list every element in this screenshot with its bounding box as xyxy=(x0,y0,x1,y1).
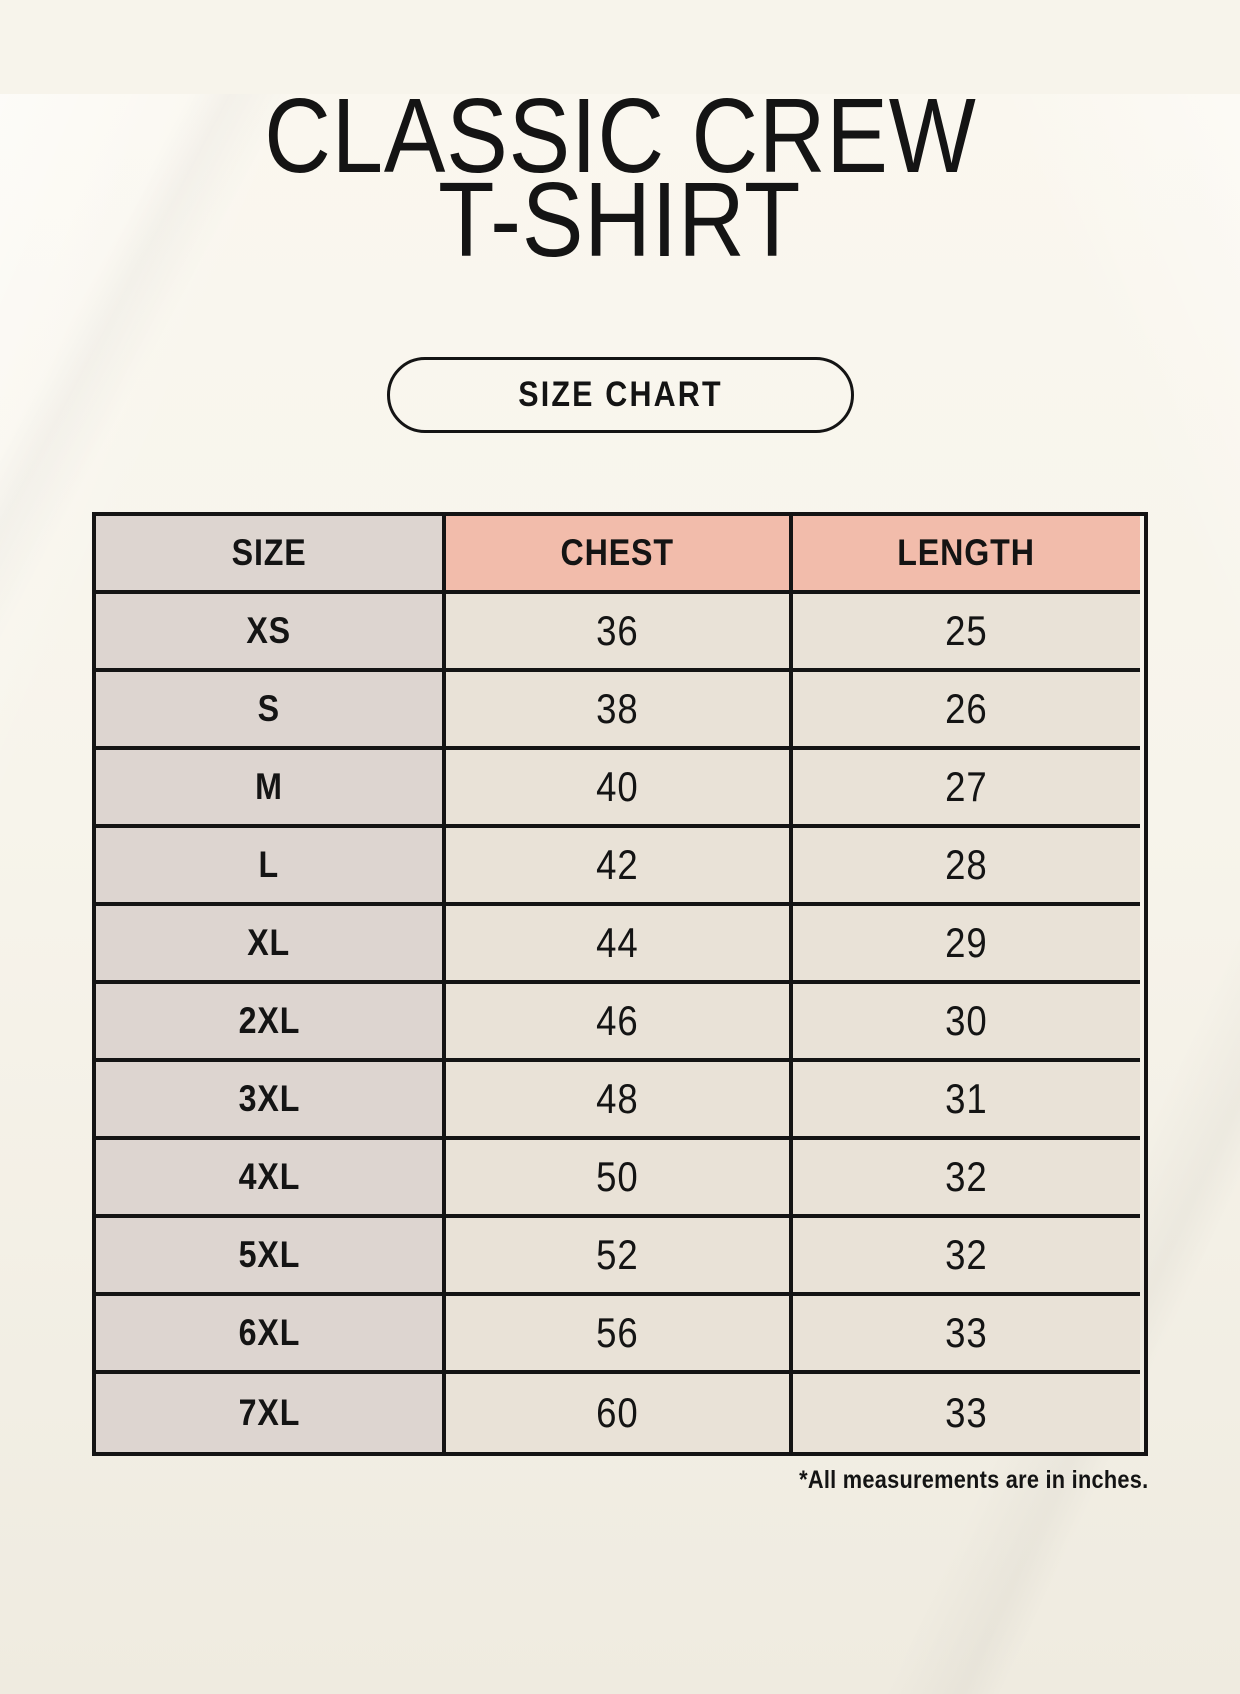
size-cell: 5XL xyxy=(96,1218,446,1296)
length-value: 30 xyxy=(945,997,988,1044)
size-column-header-label: SIZE xyxy=(231,532,307,573)
chest-cell: 60 xyxy=(446,1374,793,1452)
length-value: 25 xyxy=(945,607,988,654)
size-cell: S xyxy=(96,672,446,750)
length-cell: 26 xyxy=(793,672,1140,750)
size-label: M xyxy=(255,766,283,807)
size-table-grid: SIZE CHEST LENGTH XS 36 25 S 38 26 M 40 … xyxy=(96,516,1144,1452)
size-cell: XL xyxy=(96,906,446,984)
size-label: 3XL xyxy=(238,1078,300,1119)
size-label: 4XL xyxy=(238,1156,300,1197)
size-label: L xyxy=(258,844,280,885)
chest-value: 44 xyxy=(596,919,639,966)
length-cell: 30 xyxy=(793,984,1140,1062)
length-value: 33 xyxy=(945,1309,988,1356)
chest-value: 60 xyxy=(596,1389,639,1436)
chest-cell: 50 xyxy=(446,1140,793,1218)
length-value: 32 xyxy=(945,1153,988,1200)
chest-cell: 36 xyxy=(446,594,793,672)
size-cell: 3XL xyxy=(96,1062,446,1140)
chest-cell: 56 xyxy=(446,1296,793,1374)
measurements-note-text: *All measurements are in inches. xyxy=(798,1466,1148,1494)
product-title: CLASSIC CREW T-SHIRT xyxy=(0,77,1240,279)
size-chart-sheet: CLASSIC CREW T-SHIRT SIZE CHART SIZE CHE… xyxy=(0,77,1240,1495)
chest-cell: 40 xyxy=(446,750,793,828)
chest-value: 46 xyxy=(596,997,639,1044)
length-cell: 28 xyxy=(793,828,1140,906)
length-cell: 32 xyxy=(793,1140,1140,1218)
size-label: S xyxy=(257,688,281,729)
length-cell: 27 xyxy=(793,750,1140,828)
chest-value: 36 xyxy=(596,607,639,654)
size-column-header: SIZE xyxy=(96,516,446,594)
length-value: 32 xyxy=(945,1231,988,1278)
product-title-line2: T-SHIRT xyxy=(438,161,802,279)
size-label: 5XL xyxy=(238,1234,300,1275)
size-cell: 7XL xyxy=(96,1374,446,1452)
chest-column-header-label: CHEST xyxy=(560,532,675,573)
length-value: 31 xyxy=(945,1075,988,1122)
length-value: 33 xyxy=(945,1389,988,1436)
product-title-line1: CLASSIC CREW xyxy=(263,77,977,195)
size-label: 6XL xyxy=(238,1312,300,1353)
chest-value: 40 xyxy=(596,763,639,810)
chest-cell: 38 xyxy=(446,672,793,750)
size-cell: XS xyxy=(96,594,446,672)
size-cell: L xyxy=(96,828,446,906)
size-cell: 6XL xyxy=(96,1296,446,1374)
length-cell: 33 xyxy=(793,1296,1140,1374)
chest-cell: 52 xyxy=(446,1218,793,1296)
size-label: XL xyxy=(247,922,291,963)
size-cell: 2XL xyxy=(96,984,446,1062)
size-chart-badge-label: SIZE CHART xyxy=(517,375,723,414)
chest-value: 42 xyxy=(596,841,639,888)
chest-cell: 48 xyxy=(446,1062,793,1140)
chest-cell: 46 xyxy=(446,984,793,1062)
size-label: 7XL xyxy=(238,1392,300,1433)
length-cell: 32 xyxy=(793,1218,1140,1296)
length-cell: 33 xyxy=(793,1374,1140,1452)
chest-value: 56 xyxy=(596,1309,639,1356)
chest-value: 50 xyxy=(596,1153,639,1200)
size-label: XS xyxy=(246,610,292,651)
chest-cell: 42 xyxy=(446,828,793,906)
chest-column-header: CHEST xyxy=(446,516,793,594)
chest-value: 52 xyxy=(596,1231,639,1278)
length-cell: 31 xyxy=(793,1062,1140,1140)
size-label: 2XL xyxy=(238,1000,300,1041)
chest-value: 38 xyxy=(596,685,639,732)
size-cell: M xyxy=(96,750,446,828)
chest-cell: 44 xyxy=(446,906,793,984)
measurements-note: *All measurements are in inches. xyxy=(92,1466,1148,1495)
length-cell: 25 xyxy=(793,594,1140,672)
length-column-header-label: LENGTH xyxy=(897,532,1036,573)
length-value: 28 xyxy=(945,841,988,888)
size-cell: 4XL xyxy=(96,1140,446,1218)
size-chart-badge[interactable]: SIZE CHART xyxy=(386,357,854,433)
length-cell: 29 xyxy=(793,906,1140,984)
length-value: 26 xyxy=(945,685,988,732)
size-table: SIZE CHEST LENGTH XS 36 25 S 38 26 M 40 … xyxy=(92,512,1148,1456)
length-value: 29 xyxy=(945,919,988,966)
length-column-header: LENGTH xyxy=(793,516,1140,594)
length-value: 27 xyxy=(945,763,988,810)
chest-value: 48 xyxy=(596,1075,639,1122)
